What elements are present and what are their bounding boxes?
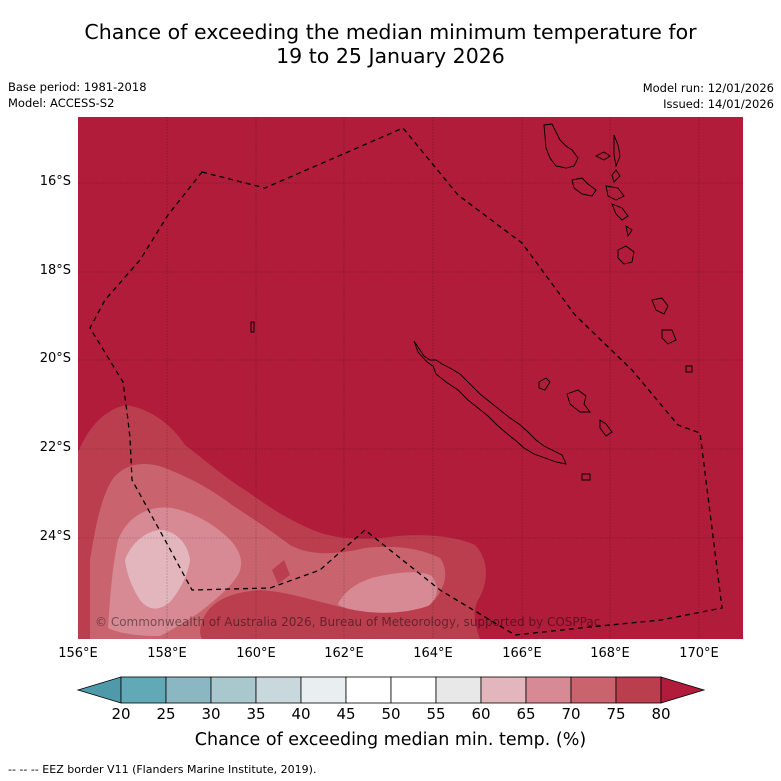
chart-title-line2: 19 to 25 January 2026 <box>276 44 505 68</box>
probability-field <box>78 117 743 639</box>
colorbar-label: 65 <box>516 705 536 723</box>
colorbar-segment <box>345 676 392 704</box>
footnote: -- -- -- EEZ border V11 (Flanders Marine… <box>8 763 317 776</box>
colorbar-label: 30 <box>201 705 221 723</box>
small-islands <box>250 321 693 481</box>
lon-tick-label: 170°E <box>679 646 719 661</box>
contour-60 <box>125 530 190 609</box>
colorbar-label: 80 <box>651 705 671 723</box>
lon-tick-label: 164°E <box>413 646 453 661</box>
vanuatu-erromango-tanna <box>617 245 677 345</box>
colorbar-label: 70 <box>561 705 581 723</box>
base-period: Base period: 1981-2018 <box>8 80 147 94</box>
colorbar-label: 20 <box>111 705 131 723</box>
colorbar-segment <box>525 676 572 704</box>
coastlines <box>250 123 693 481</box>
colorbar-segment <box>390 676 437 704</box>
new-caledonia-coastline <box>413 340 567 465</box>
lat-tick-label: 16°S <box>39 174 71 189</box>
colorbar-label: 60 <box>471 705 491 723</box>
lat-tick-label: 24°S <box>39 529 71 544</box>
issued-date: Issued: 14/01/2026 <box>663 97 774 111</box>
colorbar-label: 35 <box>246 705 266 723</box>
model-name: Model: ACCESS-S2 <box>8 96 115 110</box>
colorbar-label: 75 <box>606 705 626 723</box>
lon-tick-label: 168°E <box>590 646 630 661</box>
colorbar-label: 40 <box>291 705 311 723</box>
lat-tick-label: 18°S <box>39 263 71 278</box>
colorbar-segment <box>435 676 482 704</box>
colorbar-high-extension <box>660 676 706 704</box>
lon-tick-label: 156°E <box>58 646 98 661</box>
colorbar <box>76 676 706 704</box>
chart-title-line1: Chance of exceeding the median minimum t… <box>84 20 697 44</box>
lon-tick-label: 162°E <box>324 646 364 661</box>
colorbar-segment <box>615 676 662 704</box>
graticule <box>78 117 743 639</box>
colorbar-low-extension <box>76 676 122 704</box>
lon-tick-label: 166°E <box>502 646 542 661</box>
lat-tick-label: 20°S <box>39 351 71 366</box>
vanuatu-espiritu-santo <box>543 123 579 169</box>
vanuatu-efate <box>611 203 633 238</box>
lon-tick-label: 158°E <box>147 646 187 661</box>
eez-border <box>89 127 723 636</box>
colorbar-segment <box>210 676 257 704</box>
colorbar-segment <box>480 676 527 704</box>
colorbar-segment <box>165 676 212 704</box>
vanuatu-malekula <box>571 177 625 201</box>
loyalty-islands <box>538 377 613 437</box>
colorbar-label: 55 <box>426 705 446 723</box>
lat-tick-label: 22°S <box>39 440 71 455</box>
colorbar-label: 45 <box>336 705 356 723</box>
contour-65 <box>108 507 437 636</box>
colorbar-segment <box>570 676 617 704</box>
model-run: Model run: 12/01/2026 <box>642 81 774 95</box>
colorbar-segment <box>120 676 167 704</box>
colorbar-label: 50 <box>381 705 401 723</box>
contour-75-small <box>272 560 290 584</box>
colorbar-segment <box>300 676 347 704</box>
vanuatu-northern-islands <box>594 134 621 183</box>
colorbar-title: Chance of exceeding median min. temp. (%… <box>194 730 587 750</box>
colorbar-label: 25 <box>156 705 176 723</box>
colorbar-segment <box>255 676 302 704</box>
copyright-watermark: © Commonwealth of Australia 2026, Bureau… <box>95 615 600 629</box>
lon-tick-label: 160°E <box>236 646 276 661</box>
